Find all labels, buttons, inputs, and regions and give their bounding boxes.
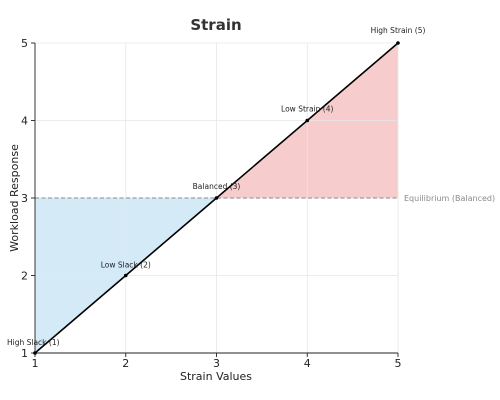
x-tick-label-2: 3 [213,357,220,370]
x-axis-label: Strain Values [180,370,252,383]
data-point-2 [214,196,219,200]
x-tick-label-3: 4 [304,357,311,370]
point-label-4: High Strain (5) [371,26,426,35]
point-label-0: High Slack (1) [7,338,60,347]
reference-line-label: Equilibrium (Balanced) [404,194,495,203]
point-label-2: Balanced (3) [193,182,241,191]
reference-line-group: Equilibrium (Balanced) [35,194,495,203]
data-point-3 [305,118,310,123]
y-tick-label-1: 2 [21,270,28,283]
data-point-1 [123,273,128,278]
axes: 1 2 3 4 5 1 2 3 4 5 [21,37,402,370]
series-layer [33,41,400,355]
y-tick-label-0: 1 [21,347,28,360]
point-label-1: Low Slack (2) [101,261,151,270]
y-tick-label-4: 5 [21,37,28,50]
chart-title: Strain [190,16,241,34]
x-tick-label-0: 1 [32,357,39,370]
x-tick-label-1: 2 [122,357,129,370]
point-labels: High Slack (1) Low Slack (2) Balanced (3) L… [7,26,425,347]
y-tick-label-3: 4 [21,115,28,128]
y-axis-label: Workload Response [8,144,21,252]
data-point-4 [396,41,400,45]
point-label-3: Low Strain (4) [281,105,333,114]
x-tick-label-4: 5 [395,357,402,370]
data-point-0 [33,351,37,355]
y-tick-label-2: 3 [21,192,28,205]
